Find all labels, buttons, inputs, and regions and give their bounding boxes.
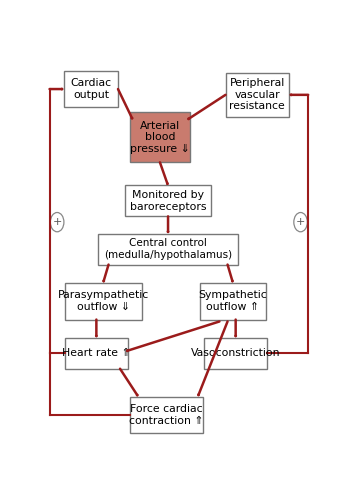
Text: Sympathetic
outflow ⇑: Sympathetic outflow ⇑ (199, 291, 267, 312)
FancyBboxPatch shape (130, 112, 190, 162)
FancyBboxPatch shape (65, 338, 128, 369)
Text: Vasoconstriction: Vasoconstriction (191, 348, 280, 358)
Text: Central control
(medulla/hypothalamus): Central control (medulla/hypothalamus) (104, 238, 232, 260)
Text: Parasympathetic
outflow ⇓: Parasympathetic outflow ⇓ (58, 291, 149, 312)
FancyBboxPatch shape (98, 233, 238, 265)
FancyBboxPatch shape (130, 397, 203, 433)
Text: +: + (52, 217, 62, 227)
FancyBboxPatch shape (125, 185, 211, 216)
Text: Peripheral
vascular
resistance: Peripheral vascular resistance (229, 78, 285, 111)
FancyBboxPatch shape (200, 283, 266, 320)
Text: +: + (296, 217, 305, 227)
Text: Monitored by
baroreceptors: Monitored by baroreceptors (130, 190, 206, 212)
FancyBboxPatch shape (65, 283, 142, 320)
Text: Heart rate ⇑: Heart rate ⇑ (62, 348, 131, 358)
Text: Arterial
blood
pressure ⇓: Arterial blood pressure ⇓ (130, 121, 190, 154)
FancyBboxPatch shape (225, 73, 289, 117)
FancyBboxPatch shape (64, 71, 118, 107)
Text: Cardiac
output: Cardiac output (70, 78, 112, 100)
FancyBboxPatch shape (204, 338, 267, 369)
Text: Force cardiac
contraction ⇑: Force cardiac contraction ⇑ (129, 404, 204, 426)
